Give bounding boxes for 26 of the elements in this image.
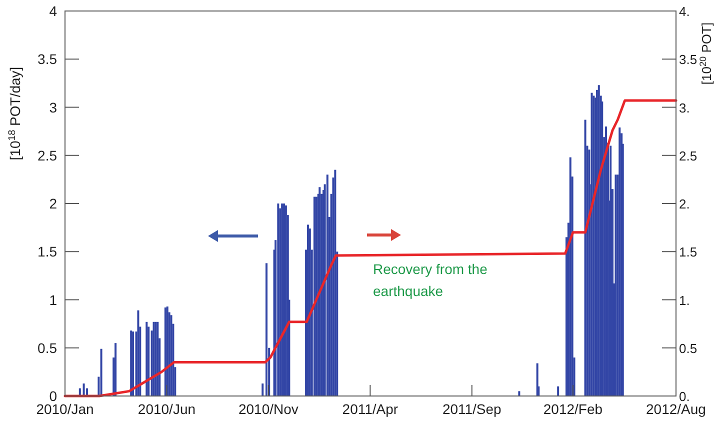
x-tick-label: 2012/Aug [646, 401, 706, 417]
y2-tick-label: 1. [679, 292, 690, 308]
y-tick-label: 4 [49, 3, 58, 19]
y-tick-label: 2.5 [38, 147, 58, 164]
y2-tick-label: 0. [679, 389, 690, 404]
y-tick-label: 1.5 [38, 244, 58, 260]
y2-tick-label: 2.5 [679, 148, 698, 164]
y-tick-label: 1 [49, 292, 58, 308]
x-tick-label: 2010/Jan [36, 401, 94, 417]
y2-tick-label: 3.5 [679, 52, 698, 68]
y2-tick-label: 2. [679, 196, 690, 212]
y2-tick-label: 0.5 [679, 340, 698, 356]
annotation: Recovery from the earthquake [373, 261, 488, 299]
y2-tick-label: 1.5 [679, 244, 698, 260]
x-tick-label: 2010/Jun [138, 401, 196, 417]
y-tick-label: 0.5 [38, 340, 58, 356]
y-tick-label: 3 [49, 99, 58, 116]
x-tick-label: 2012/Feb [543, 401, 603, 417]
y2-tick-label: 4. [679, 4, 690, 19]
x-tick-label: 2011/Sep [442, 401, 502, 417]
y-tick-label: 2 [49, 196, 58, 212]
y-tick-label: 3.5 [38, 51, 58, 68]
y-tick-label: 0 [49, 388, 58, 404]
x-tick-label: 2011/Apr [342, 401, 398, 417]
x-tick-label: 2010/Nov [238, 401, 298, 417]
y2-tick-label: 3. [679, 100, 690, 116]
